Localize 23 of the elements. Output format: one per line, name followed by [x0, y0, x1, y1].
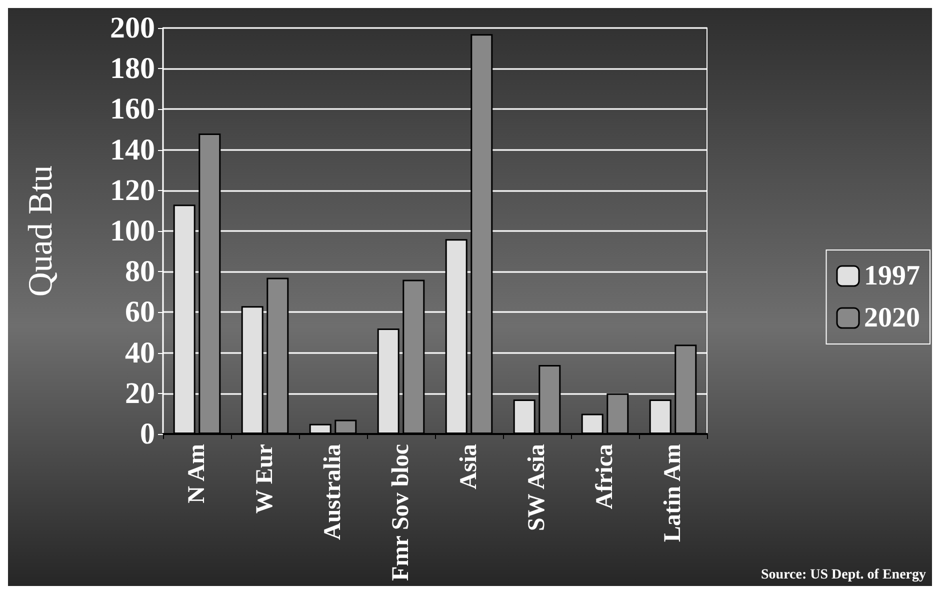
y-tick-label: 120: [110, 174, 155, 207]
y-tick-label: 80: [125, 255, 155, 288]
y-tick-label: 160: [110, 92, 155, 126]
x-tick-label: W Eur: [252, 444, 278, 514]
y-axis-title: Quad Btu: [22, 165, 60, 297]
x-tick-label: Australia: [320, 444, 346, 540]
legend-label: 2020: [864, 302, 920, 334]
x-tick-label: Fmr Sov bloc: [388, 444, 414, 581]
y-tick-label: 140: [110, 133, 155, 166]
x-tick-label: N Am: [184, 444, 210, 504]
y-tick-label: 200: [110, 12, 155, 44]
y-tick-label: 60: [125, 296, 155, 329]
x-tick-label: Africa: [592, 444, 618, 510]
source-note: Source: US Dept. of Energy: [760, 568, 926, 582]
x-tick-label: SW Asia: [524, 444, 550, 531]
legend-label: 1997: [864, 260, 920, 292]
x-tick-label: Asia: [456, 444, 482, 490]
y-tick-label: 40: [125, 336, 155, 370]
y-tick-label: 0: [140, 418, 155, 450]
x-tick-label: Latin Am: [660, 444, 686, 542]
y-tick-label: 20: [125, 376, 155, 410]
y-tick-label: 180: [110, 52, 155, 86]
y-tick-label: 100: [110, 214, 155, 248]
